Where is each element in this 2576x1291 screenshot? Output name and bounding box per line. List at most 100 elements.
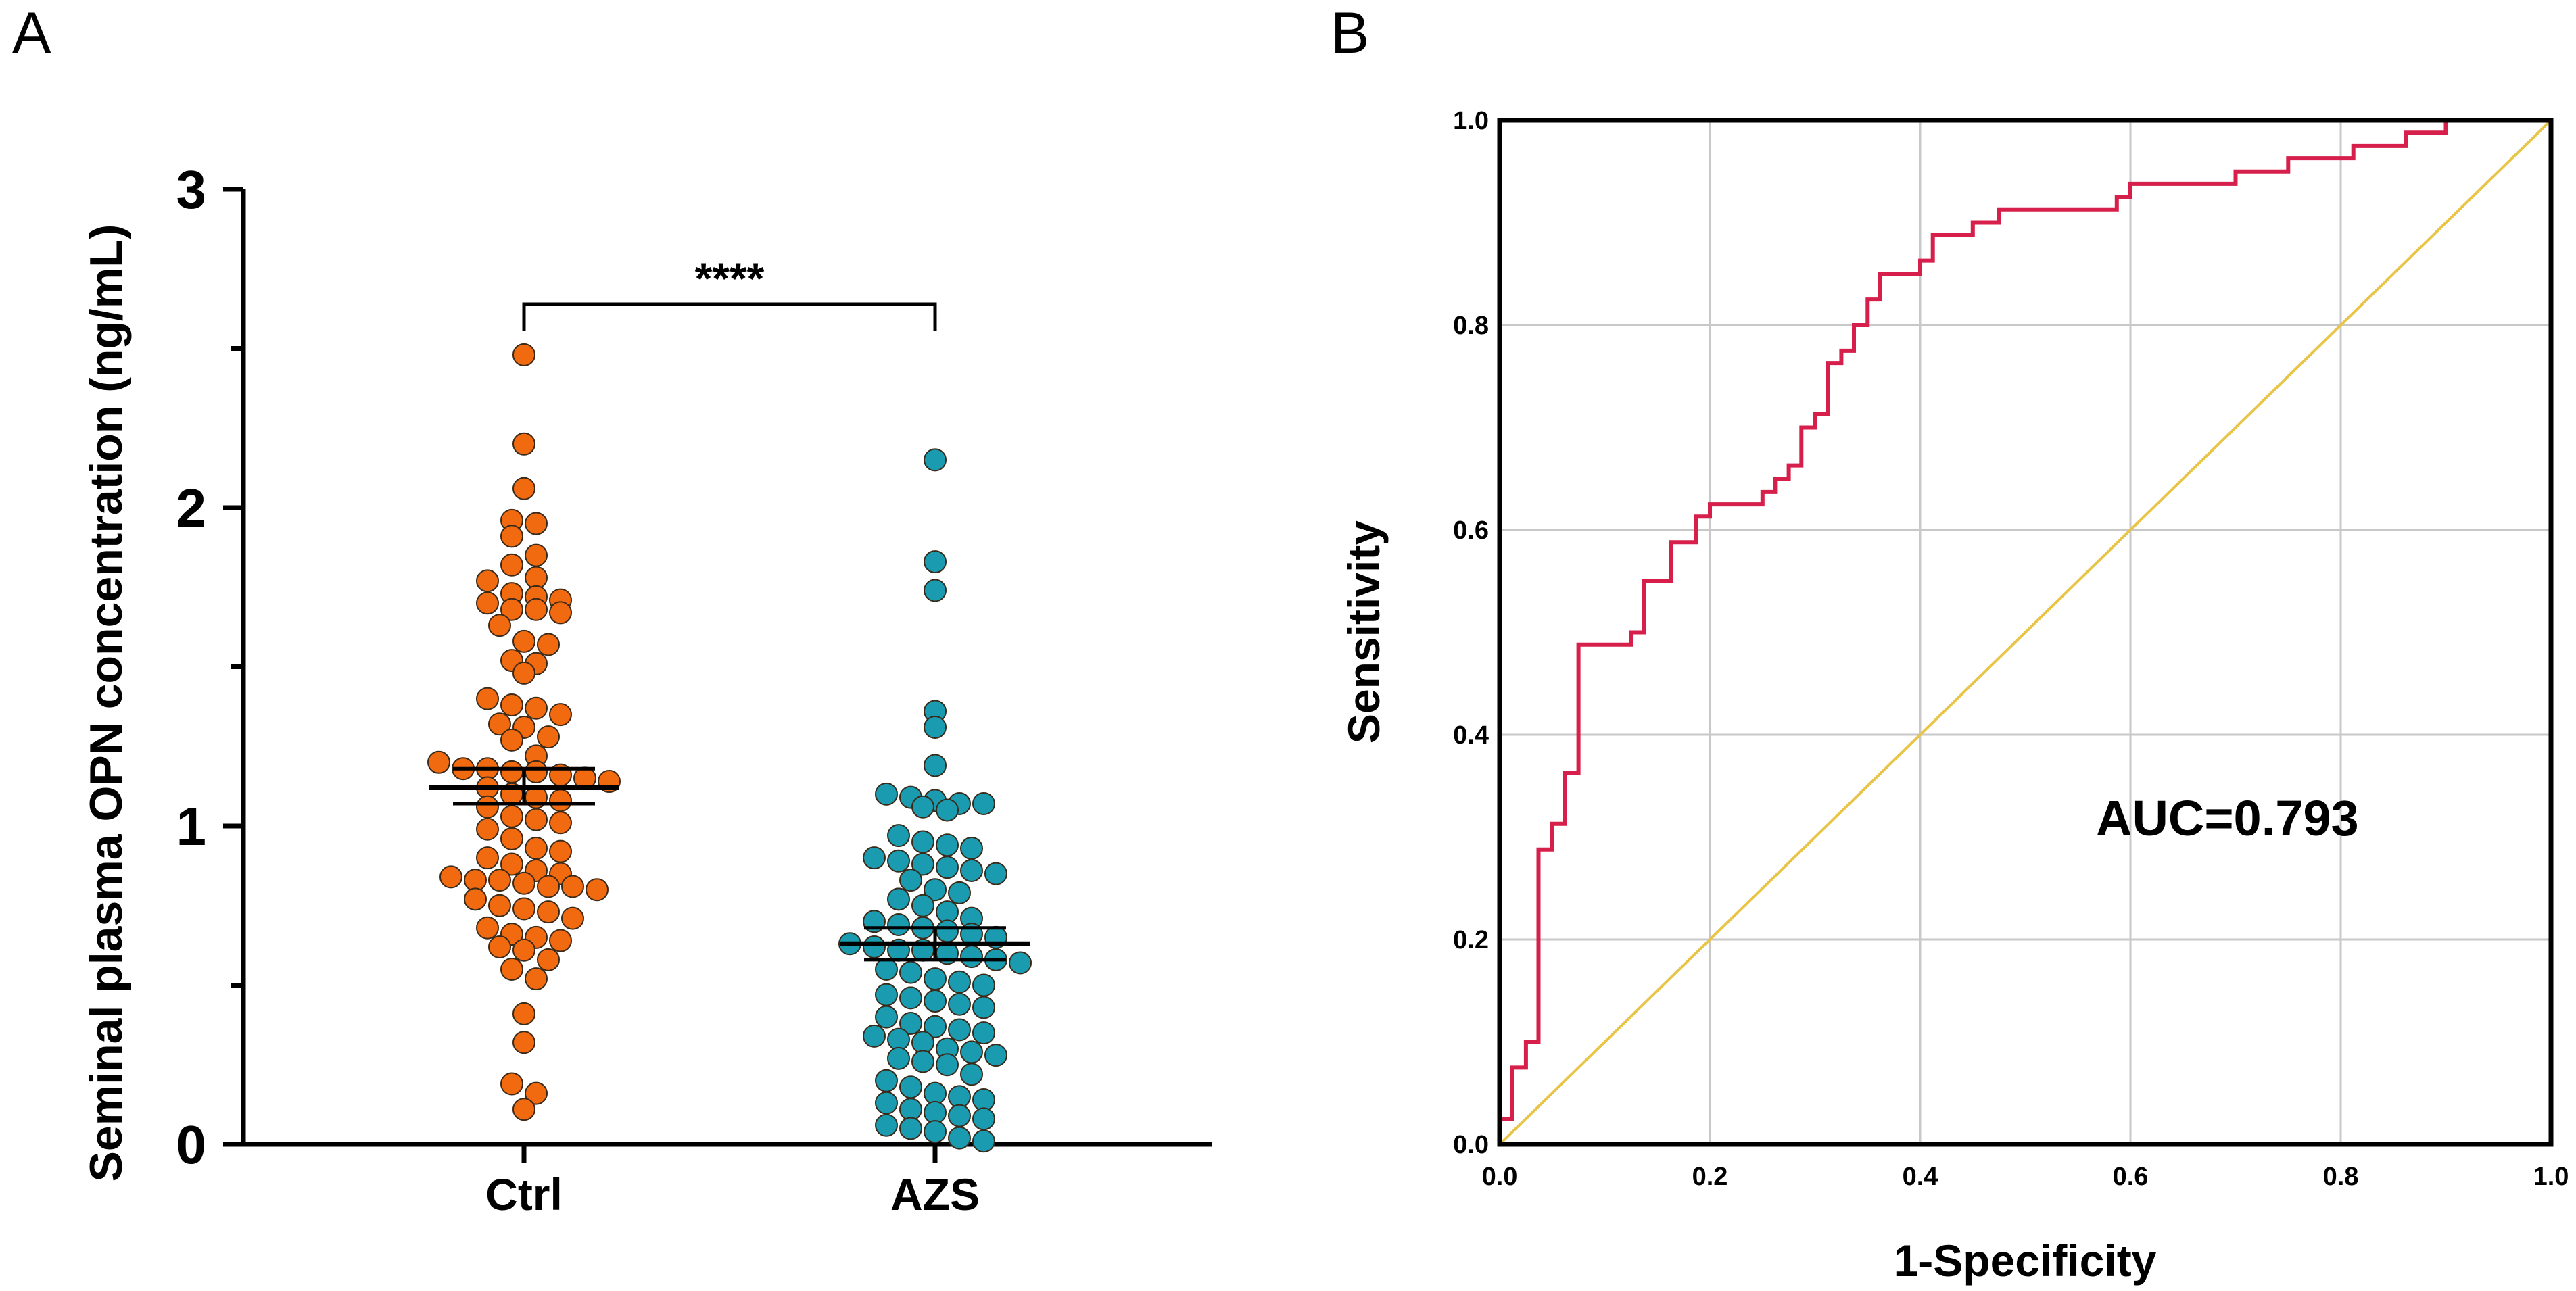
panel-a: A Seminal plasma OPN concentration (ng/m… — [12, 1, 1212, 1219]
y-tick-label: 0.2 — [1453, 926, 1489, 954]
data-point-azs — [875, 1113, 898, 1137]
data-point-azs — [887, 887, 910, 911]
data-point-azs — [936, 856, 959, 879]
panel-b-y-tick-labels: 0.0 0.2 0.4 0.6 0.8 1.0 — [1453, 107, 1489, 1159]
data-point-azs — [924, 1100, 947, 1124]
panel-a-category-labels: Ctrl AZS — [485, 1144, 980, 1219]
x-tick-label: 0.6 — [2113, 1163, 2149, 1191]
x-tick-label: 0.8 — [2323, 1163, 2359, 1191]
data-point-azs — [875, 983, 898, 1006]
panel-a-mean-sem-bars — [429, 766, 1030, 962]
panel-a-significance-bracket: **** — [522, 253, 937, 331]
data-point-ctrl — [512, 343, 535, 366]
data-point-ctrl — [512, 871, 535, 895]
significance-stars: **** — [695, 253, 765, 303]
data-point-ctrl — [464, 887, 487, 911]
data-point-ctrl — [537, 948, 560, 971]
data-point-ctrl — [500, 525, 523, 548]
data-point-azs — [960, 836, 983, 860]
data-point-ctrl — [488, 935, 511, 958]
reference-diagonal-line — [1498, 119, 2552, 1146]
data-point-ctrl — [512, 1002, 535, 1025]
data-point-azs — [899, 960, 922, 984]
data-point-ctrl — [525, 598, 548, 621]
data-point-ctrl — [512, 1031, 535, 1054]
panel-b-x-axis-label: 1-Specificity — [1894, 1236, 2157, 1286]
data-point-azs — [1009, 951, 1032, 975]
data-point-ctrl — [549, 839, 572, 863]
data-point-ctrl — [476, 569, 499, 593]
data-point-ctrl — [439, 865, 462, 889]
data-point-ctrl — [525, 760, 548, 783]
data-point-ctrl — [500, 827, 523, 850]
x-tick-label: 0.4 — [1903, 1163, 1938, 1191]
panel-b-x-tick-labels: 0.0 0.2 0.4 0.6 0.8 1.0 — [1482, 1163, 2569, 1191]
data-point-azs — [924, 754, 947, 777]
data-point-azs — [875, 782, 898, 806]
data-point-azs — [924, 967, 947, 991]
data-point-azs — [960, 858, 983, 882]
data-point-azs — [948, 1018, 971, 1042]
data-point-ctrl — [586, 878, 609, 902]
data-point-ctrl — [488, 894, 511, 917]
data-point-azs — [936, 833, 959, 857]
data-point-azs — [960, 1063, 983, 1086]
data-point-azs — [972, 1129, 995, 1153]
data-point-ctrl — [549, 703, 572, 727]
y-tick-label: 0.6 — [1453, 516, 1489, 545]
data-point-ctrl — [476, 916, 499, 940]
data-point-ctrl — [537, 633, 560, 656]
auc-annotation: AUC=0.793 — [2096, 790, 2359, 846]
data-point-ctrl — [549, 811, 572, 835]
x-tick-label: 0.2 — [1692, 1163, 1728, 1191]
data-point-azs — [972, 1107, 995, 1131]
data-point-azs — [887, 849, 910, 873]
data-point-azs — [960, 1040, 983, 1064]
data-point-ctrl — [525, 967, 548, 991]
data-point-azs — [875, 1005, 898, 1029]
significance-bracket-line — [522, 302, 937, 331]
data-point-ctrl — [500, 598, 523, 621]
data-point-azs — [924, 579, 947, 602]
data-point-azs — [899, 1098, 922, 1121]
data-point-azs — [924, 715, 947, 739]
data-point-azs — [948, 1085, 971, 1109]
data-point-ctrl — [500, 957, 523, 981]
panel-b-plot-frame — [1497, 118, 2554, 1147]
y-tick-label: 3 — [176, 160, 207, 220]
y-tick-label: 0.4 — [1453, 721, 1489, 750]
y-tick-label: 1.0 — [1453, 107, 1489, 135]
data-point-ctrl — [500, 553, 523, 577]
data-point-ctrl — [488, 712, 511, 736]
data-point-ctrl — [561, 875, 584, 898]
y-tick-label: 2 — [176, 478, 207, 538]
data-point-ctrl — [476, 817, 499, 841]
data-point-azs — [924, 878, 947, 902]
data-point-azs — [887, 824, 910, 848]
data-point-azs — [984, 862, 1007, 885]
data-point-azs — [936, 919, 959, 943]
data-point-azs — [924, 550, 947, 574]
data-point-ctrl — [525, 696, 548, 720]
data-point-ctrl — [549, 601, 572, 625]
data-point-ctrl — [500, 852, 523, 876]
x-category-label: Ctrl — [485, 1169, 563, 1219]
data-point-ctrl — [512, 897, 535, 921]
data-point-azs — [875, 1091, 898, 1115]
data-point-azs — [948, 1126, 971, 1150]
roc-curve — [1498, 118, 2551, 1144]
data-point-azs — [936, 900, 959, 924]
data-point-azs — [984, 1044, 1007, 1067]
data-point-azs — [972, 792, 995, 816]
data-point-azs — [936, 1053, 959, 1077]
data-point-ctrl — [561, 906, 584, 930]
data-point-azs — [899, 869, 922, 892]
data-point-azs — [863, 935, 886, 958]
data-point-azs — [924, 1081, 947, 1105]
data-point-ctrl — [525, 566, 548, 589]
data-point-azs — [924, 448, 947, 472]
data-point-azs — [899, 1117, 922, 1140]
data-point-ctrl — [464, 869, 487, 892]
data-point-ctrl — [488, 869, 511, 892]
